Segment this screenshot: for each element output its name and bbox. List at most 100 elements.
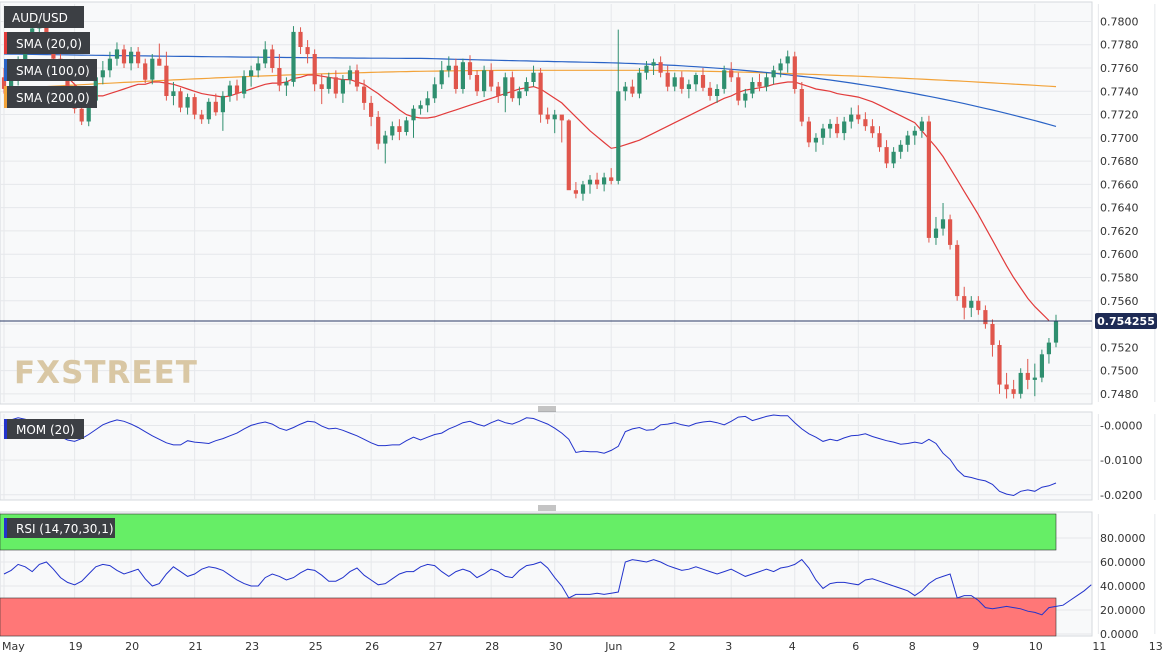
candle-body — [249, 70, 254, 77]
rsi-series — [3, 558, 1092, 616]
candle-body — [757, 82, 762, 87]
candle — [354, 64, 360, 92]
candle-body — [736, 77, 741, 101]
candle-body — [665, 72, 670, 87]
candle-body — [820, 128, 826, 138]
candle-body — [1018, 372, 1023, 394]
candle — [129, 47, 134, 71]
candle — [962, 286, 967, 320]
candle — [587, 175, 593, 194]
candle — [107, 51, 112, 78]
candle — [164, 51, 169, 101]
candle — [820, 123, 826, 145]
candle-body — [976, 300, 981, 311]
candle — [227, 80, 232, 102]
candle-body — [86, 100, 91, 122]
candle-body — [157, 58, 162, 66]
candle-body — [383, 135, 388, 144]
y-tick-label: 60.0000 — [1100, 556, 1146, 569]
symbol-legend: AUD/USD — [4, 6, 84, 28]
y-tick-label: 0.7660 — [1100, 178, 1139, 191]
candle-body — [644, 65, 649, 73]
candle-body — [312, 54, 317, 85]
legend-sma20[interactable]: SMA (20,0) — [4, 32, 90, 54]
candle-body — [517, 91, 522, 99]
candle — [390, 121, 395, 141]
x-tick-label: 4 — [789, 640, 796, 653]
candle — [312, 49, 317, 92]
x-tick-label: 19 — [69, 640, 83, 653]
legend-mom[interactable]: MOM (20) — [4, 419, 84, 439]
candle — [185, 93, 190, 115]
rsi-overbought-zone — [0, 513, 1057, 551]
candle-body — [595, 179, 600, 185]
x-tick-label: 8 — [909, 640, 916, 653]
candle-body — [503, 77, 508, 96]
candle — [856, 105, 861, 124]
legend-mom-label: MOM (20) — [16, 423, 75, 437]
candle-body — [884, 147, 889, 164]
candle — [976, 296, 981, 315]
candle-body — [489, 70, 494, 87]
price-axis: 0.7800 0.7780 0.7760 0.7740 0.7720 0.7700 0.76… — [1100, 16, 1139, 401]
candle-body — [397, 126, 402, 132]
candle — [884, 140, 889, 169]
candle-body — [143, 63, 148, 80]
candle-body — [171, 91, 176, 96]
candle — [121, 44, 127, 69]
candle-body — [340, 79, 345, 94]
candle — [460, 58, 465, 94]
candle-body — [602, 177, 607, 185]
panel-resize-handle-1[interactable] — [538, 406, 556, 412]
candle — [234, 79, 240, 101]
candle — [707, 81, 713, 101]
y-tick-label: 0.7780 — [1100, 39, 1139, 52]
y-tick-label: -0.0200 — [1100, 489, 1142, 502]
candle — [496, 81, 501, 103]
candle-body — [587, 179, 593, 185]
candle — [482, 65, 487, 98]
candle-body — [771, 70, 776, 78]
candle-body — [828, 123, 833, 129]
candle-body — [609, 177, 614, 181]
x-tick-label: 21 — [189, 640, 203, 653]
candle — [905, 130, 910, 152]
candle-body — [164, 65, 169, 96]
candle — [510, 71, 515, 102]
panel-resize-handle-2[interactable] — [538, 505, 556, 511]
current-price-value: 0.754255 — [1097, 315, 1155, 328]
candle-body — [912, 130, 917, 136]
candle — [425, 91, 430, 113]
candle — [919, 116, 924, 138]
candle-body — [284, 82, 289, 86]
candle-body — [150, 58, 155, 80]
candle-body — [1011, 389, 1016, 394]
legend-sma100[interactable]: SMA (100,0) — [4, 59, 97, 81]
candle — [263, 41, 268, 69]
candle — [517, 86, 522, 106]
candle — [863, 112, 868, 131]
candle — [446, 56, 451, 78]
y-tick-label: 0.0000 — [1100, 628, 1139, 641]
candle — [277, 54, 282, 92]
x-tick-label: 23 — [245, 640, 259, 653]
candle — [877, 126, 882, 152]
y-tick-label: 0.7720 — [1100, 109, 1139, 122]
candle-body — [905, 135, 910, 145]
candle-body — [948, 219, 953, 245]
x-tick-label: May — [2, 640, 25, 653]
candle — [136, 47, 141, 69]
x-tick-label: 3 — [725, 640, 732, 653]
candle — [474, 70, 480, 96]
candle-body — [919, 121, 924, 131]
candle — [171, 81, 176, 106]
legend-sma200[interactable]: SMA (200,0) — [4, 86, 97, 108]
legend-rsi[interactable]: RSI (14,70,30,1) — [4, 518, 115, 538]
candle-body — [376, 116, 381, 144]
candle-body — [580, 184, 586, 194]
candle — [623, 81, 628, 101]
candle — [333, 70, 338, 99]
y-tick-label: 20.0000 — [1100, 604, 1146, 617]
candle-body — [277, 68, 282, 86]
momentum-series — [3, 414, 1057, 497]
